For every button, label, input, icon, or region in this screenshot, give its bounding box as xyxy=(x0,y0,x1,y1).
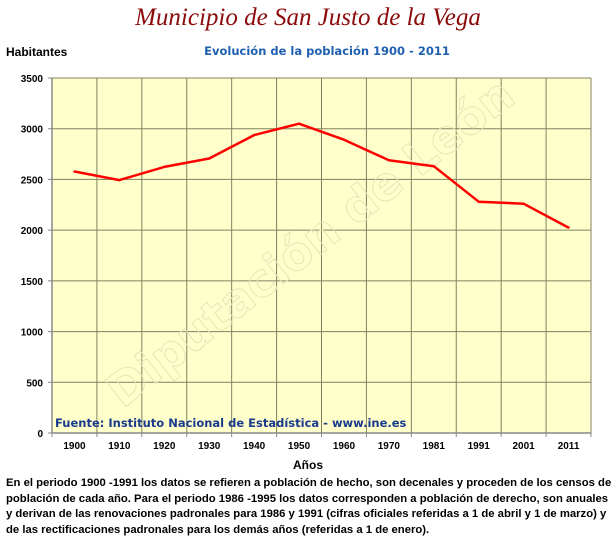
x-tick-label: 2001 xyxy=(513,441,536,452)
data-point xyxy=(432,165,435,168)
data-point xyxy=(342,138,346,141)
axes xyxy=(48,77,592,437)
page-title: Municipio de San Justo de la Vega xyxy=(135,4,481,31)
x-tick-label: 1940 xyxy=(243,441,266,452)
data-point xyxy=(477,200,480,203)
y-tick-label: 1000 xyxy=(21,328,44,339)
x-tick-label: 1920 xyxy=(153,441,176,452)
data-point xyxy=(208,157,211,160)
x-tick-label: 2011 xyxy=(558,441,580,452)
population-line-chart: Diputación de León 050010001500200025003… xyxy=(21,66,592,472)
y-tick-label: 2000 xyxy=(21,226,44,237)
data-point xyxy=(387,159,391,162)
footnote-text: En el periodo 1900 -1991 los datos se re… xyxy=(6,477,612,536)
x-tick-labels: 1900 1910 1920 1930 1940 1950 1960 1970 1981 1991… xyxy=(63,441,579,452)
y-tick-label: 3000 xyxy=(21,125,44,136)
y-tick-label: 1500 xyxy=(21,277,44,288)
chart-title: Evolución de la población 1900 - 2011 xyxy=(204,44,450,58)
x-tick-label: 1981 xyxy=(423,441,446,452)
y-tick-label: 0 xyxy=(37,429,43,440)
series-line-habitantes xyxy=(74,122,570,229)
x-tick-label: 1960 xyxy=(333,441,356,452)
x-tick-label: 1930 xyxy=(198,441,221,452)
x-tick-label: 1950 xyxy=(288,441,311,452)
data-point xyxy=(522,202,525,205)
y-tick-label: 2500 xyxy=(21,175,44,186)
x-axis-label: Años xyxy=(293,458,323,472)
data-point xyxy=(252,133,256,137)
data-point xyxy=(118,178,121,182)
x-tick-label: 1970 xyxy=(378,441,401,452)
x-tick-label: 1991 xyxy=(468,441,491,452)
data-points xyxy=(73,122,570,229)
y-axis-label: Habitantes xyxy=(6,45,68,59)
data-point xyxy=(567,226,570,229)
x-tick-label: 1900 xyxy=(63,441,86,452)
x-tick-label: 1910 xyxy=(108,441,131,452)
y-tick-label: 3500 xyxy=(21,74,44,85)
y-tick-label: 500 xyxy=(26,378,43,389)
source-annotation: Fuente: Instituto Nacional de Estadístic… xyxy=(55,416,407,430)
data-point xyxy=(163,165,166,169)
y-tick-labels: 0 500 1000 1500 2000 2500 3000 3500 xyxy=(21,74,44,440)
data-point xyxy=(73,170,76,173)
data-point xyxy=(297,122,301,125)
